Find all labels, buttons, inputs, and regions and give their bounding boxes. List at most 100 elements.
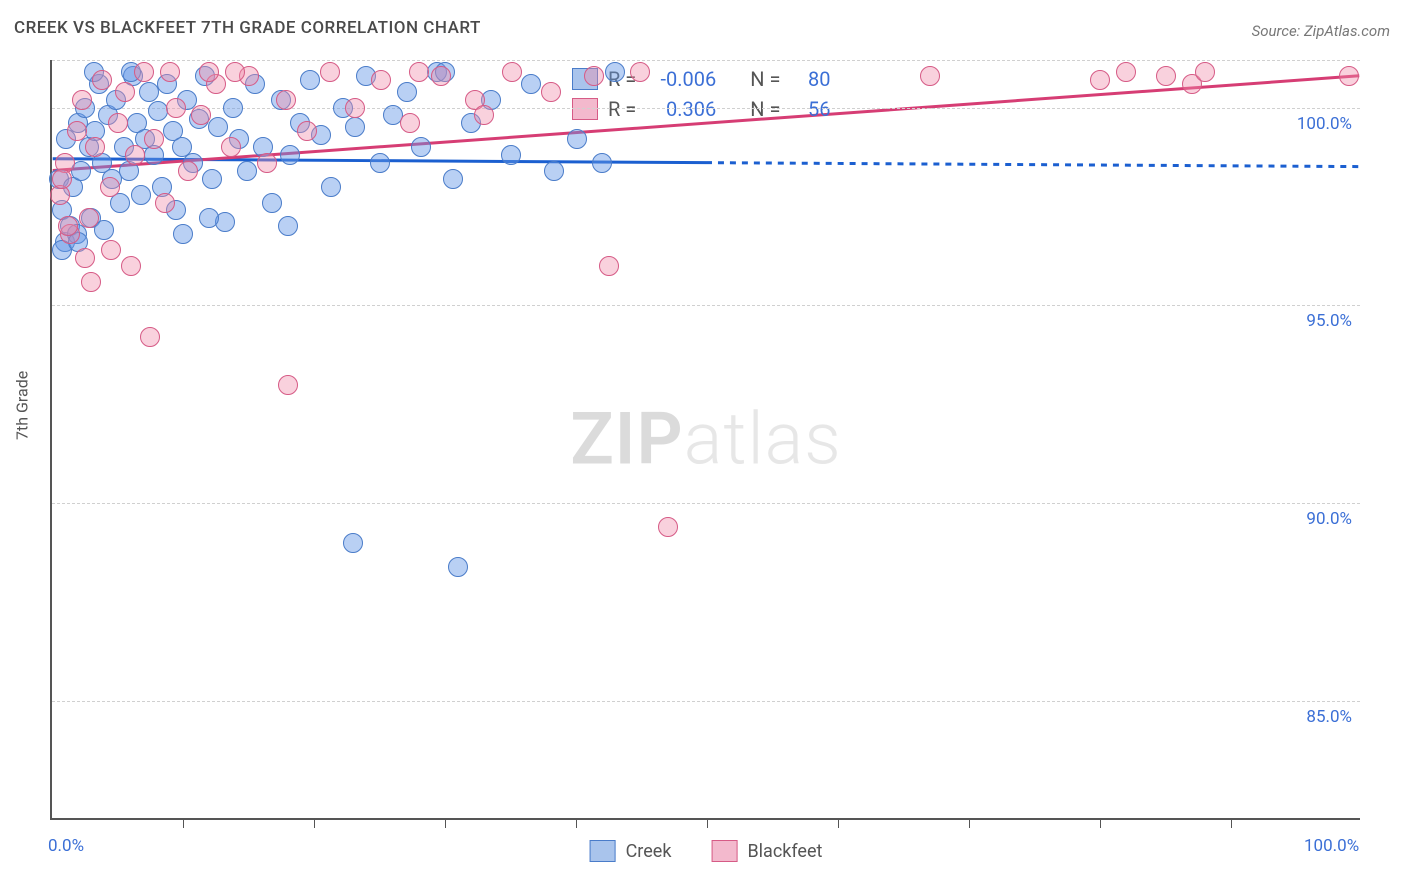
scatter-point [501,145,521,165]
legend-swatch [590,840,616,862]
scatter-point [474,105,494,125]
scatter-point [115,82,135,102]
scatter-point [920,66,940,86]
scatter-point [443,169,463,189]
x-tick [445,818,446,828]
scatter-point [148,101,168,121]
r-label: R = [608,97,636,121]
y-axis-title: 7th Grade [13,371,32,440]
x-tick-label: 0.0% [48,836,84,856]
scatter-point [567,129,587,149]
watermark: ZIPatlas [570,397,842,482]
scatter-point [134,62,154,82]
scatter-point [144,129,164,149]
gridline [52,305,1360,306]
scatter-point [502,62,522,82]
chart-container: { "title": "CREEK VS BLACKFEET 7TH GRADE… [0,0,1406,892]
scatter-point [1195,62,1215,82]
scatter-point [166,98,186,118]
scatter-point [1090,70,1110,90]
chart-title: CREEK VS BLACKFEET 7TH GRADE CORRELATION… [14,18,481,38]
scatter-point [371,70,391,90]
scatter-point [191,105,211,125]
scatter-point [541,82,561,102]
x-tick [838,818,839,828]
x-tick-label: 100.0% [1304,836,1359,856]
gridline [52,701,1360,702]
scatter-point [92,70,112,90]
gridline [52,60,1360,61]
scatter-point [345,98,365,118]
watermark-main: ZIP [570,397,683,482]
scatter-point [1116,62,1136,82]
x-tick [707,818,708,828]
scatter-point [605,62,625,82]
scatter-point [321,177,341,197]
scatter-point [658,517,678,537]
x-tick [183,818,184,828]
scatter-point [397,82,417,102]
y-tick-label: 85.0% [1306,707,1352,727]
scatter-point [160,62,180,82]
scatter-point [257,153,277,173]
scatter-point [72,90,92,110]
y-tick-label: 95.0% [1306,311,1352,331]
scatter-point [400,113,420,133]
x-tick [969,818,970,828]
scatter-point [276,90,296,110]
scatter-point [101,240,121,260]
scatter-point [208,117,228,137]
x-tick [1231,818,1232,828]
scatter-point [343,533,363,553]
scatter-point [178,161,198,181]
scatter-point [58,216,78,236]
scatter-point [85,137,105,157]
legend-swatch [572,98,598,120]
legend-label: Blackfeet [747,841,822,862]
scatter-point [1156,66,1176,86]
legend-label: Creek [626,841,672,862]
scatter-point [521,74,541,94]
scatter-point [278,375,298,395]
scatter-point [140,327,160,347]
watermark-sub: atlas [684,397,842,482]
scatter-point [225,62,245,82]
n-label: N = [750,67,780,91]
n-value: 80 [790,67,830,91]
legend-entry: Creek [590,840,672,862]
plot-area: ZIPatlas R =-0.006N =80R =0.306N =56 Cre… [50,60,1360,820]
scatter-point [199,62,219,82]
r-value: -0.006 [646,67,716,91]
scatter-point [300,70,320,90]
gridline [52,108,1360,109]
n-value: 56 [790,97,830,121]
legend-stats-row: R =0.306N =56 [572,94,830,124]
scatter-point [262,193,282,213]
scatter-point [131,185,151,205]
scatter-point [75,248,95,268]
scatter-point [409,62,429,82]
scatter-point [431,66,451,86]
scatter-point [223,98,243,118]
scatter-point [100,177,120,197]
y-tick-label: 100.0% [1297,114,1352,134]
x-tick [314,818,315,828]
source-attribution: Source: ZipAtlas.com [1252,22,1390,40]
legend-swatch [711,840,737,862]
scatter-point [370,153,390,173]
scatter-point [108,113,128,133]
scatter-point [79,208,99,228]
scatter-point [599,256,619,276]
y-tick-label: 90.0% [1306,509,1352,529]
scatter-point [221,137,241,157]
x-tick [1100,818,1101,828]
gridline [52,503,1360,504]
scatter-point [67,121,87,141]
scatter-point [278,216,298,236]
scatter-point [199,208,219,228]
legend-bottom: Creek Blackfeet [590,840,823,862]
scatter-point [411,137,431,157]
r-value: 0.306 [646,97,716,121]
scatter-point [202,169,222,189]
scatter-point [448,557,468,577]
